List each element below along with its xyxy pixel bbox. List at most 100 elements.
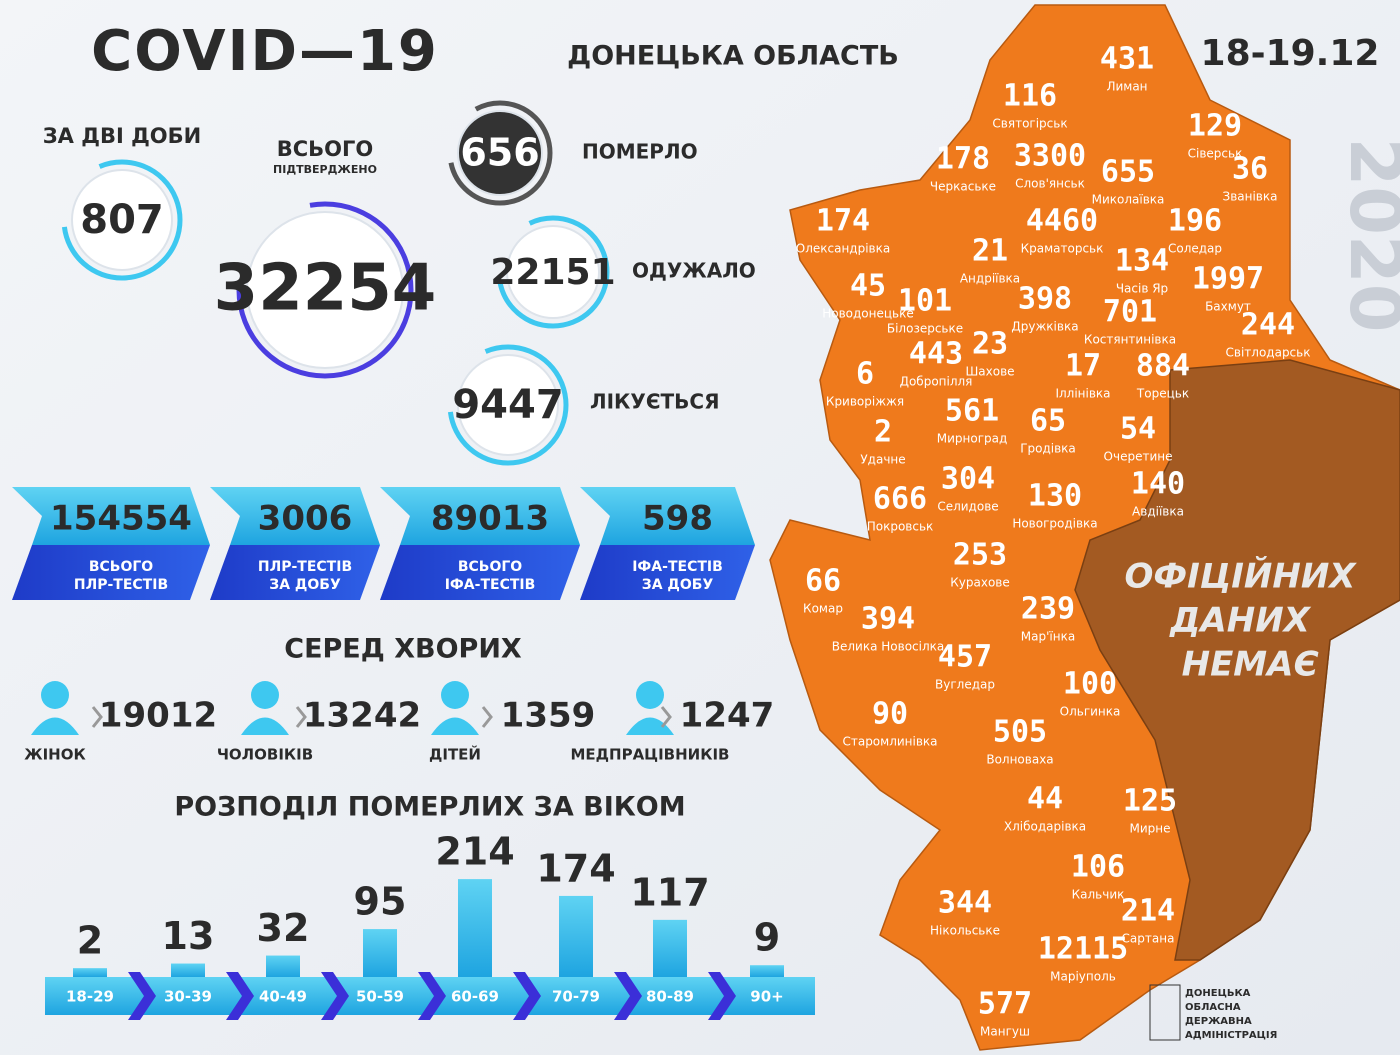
district-name: Соледар [1168,242,1222,256]
district-value: 100 [1063,667,1117,702]
no-data-text: НЕМАЄ [1182,645,1319,685]
district-value: 140 [1131,467,1185,502]
age-category: 30-39 [164,988,212,1006]
two-days-value: 807 [80,197,164,243]
date: 18-19.12 [1201,33,1380,74]
arrow [660,706,672,728]
recovered-value: 22151 [490,252,615,293]
sick-label: ДІТЕЙ [429,745,481,764]
title: COVID—19 [91,19,439,84]
district-value: 174 [816,204,870,239]
district-value: 101 [898,284,952,319]
test-label: ПЛР-ТЕСТІВ [258,559,352,575]
test-ribbon-top [210,487,380,545]
age-category: 90+ [750,988,783,1006]
test-value: 598 [642,499,713,539]
district-value: 244 [1241,308,1295,343]
district-name: Курахове [950,576,1010,590]
age-bar [73,968,107,977]
district-name: Нікольське [930,924,1000,938]
age-bar [750,965,784,977]
district-value: 701 [1103,295,1157,330]
map [769,4,1400,1051]
district-name: Званівка [1223,190,1278,204]
test-ribbon-bottom [12,545,210,600]
age-value: 2 [77,919,103,963]
district-name: Бахмут [1205,300,1251,314]
person-icon-body [241,717,289,735]
test-ribbon-bottom [580,545,755,600]
district-name: Краматорськ [1021,242,1104,256]
district-value: 17 [1065,349,1101,384]
district-value: 44 [1027,782,1063,817]
no-data-text: ДАНИХ [1169,601,1312,641]
district-name: Гродівка [1020,442,1076,456]
district-value: 577 [978,987,1032,1022]
test-label: ПЛР-ТЕСТІВ [74,577,168,593]
age-value: 95 [354,880,407,924]
district-name: Сіверськ [1188,147,1243,161]
two-days-ring [61,159,183,281]
district-value: 443 [909,337,963,372]
age-bar [266,955,300,977]
age-chevron [708,972,736,1020]
district-name: Ольгинка [1060,705,1121,719]
age-chevron [418,972,446,1020]
recovered-label: ОДУЖАЛО [632,259,756,283]
sick-label: ЖІНОК [24,746,86,764]
sick-value: 1247 [680,696,775,736]
district-name: Слов'янськ [1015,177,1085,191]
age-category: 40-49 [259,988,307,1006]
district-name: Комар [803,602,843,616]
district-name: Лиман [1106,80,1147,94]
recovered-ring [496,215,610,329]
treated-ring [447,344,569,466]
district-value: 214 [1121,894,1175,929]
district-name: Мирноград [937,432,1008,446]
district-name: Торецьк [1136,387,1189,401]
test-label: ВСЬОГО [89,559,153,575]
district-name: Новогродівка [1012,517,1097,531]
district-name: Селидове [937,500,998,514]
district-value: 36 [1232,152,1268,187]
arrow [91,706,103,728]
age-value: 13 [162,914,215,958]
age-bar [363,929,397,977]
district-value: 505 [993,715,1047,750]
district-value: 106 [1071,850,1125,885]
district-value: 116 [1003,79,1057,114]
age-category: 80-89 [646,988,694,1006]
total-sublabel: ПІДТВЕРДЖЕНО [273,163,377,176]
two-days-disc [71,169,173,271]
district-name: Світлодарськ [1226,346,1311,360]
district-name: Мар'їнка [1021,630,1075,644]
person-icon-body [31,717,79,735]
died-label: ПОМЕРЛО [582,140,698,164]
sick-label: ЧОЛОВІКІВ [217,746,313,764]
org-name: ОБЛАСНА [1185,1002,1241,1013]
district-name: Мирне [1130,822,1171,836]
test-label: ІФА-ТЕСТІВ [632,559,723,575]
treated-disc [457,354,559,456]
person-icon-head [251,681,279,709]
district-value: 431 [1100,42,1154,77]
age-category: 50-59 [356,988,404,1006]
org-name: ДОНЕЦЬКА [1185,988,1251,999]
sick-value: 13242 [303,696,421,736]
district-value: 90 [872,697,908,732]
district-value: 130 [1028,479,1082,514]
age-chevron [614,972,642,1020]
district-value: 666 [873,482,927,517]
age-value: 174 [536,846,615,890]
district-value: 129 [1188,109,1242,144]
total-disc [246,211,404,369]
district-name: Олександрівка [796,242,890,256]
age-category: 60-69 [451,988,499,1006]
district-value: 239 [1021,592,1075,627]
district-value: 3300 [1014,139,1086,174]
district-name: Мангуш [980,1025,1030,1039]
district-name: Дружківка [1011,320,1078,334]
age-value: 9 [754,916,780,960]
test-label: ЗА ДОБУ [642,577,714,593]
person-icon-head [636,681,664,709]
